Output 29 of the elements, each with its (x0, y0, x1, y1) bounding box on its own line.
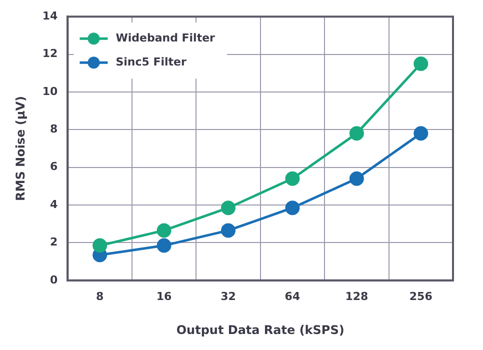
point (349, 171, 364, 186)
point (220, 200, 236, 216)
point (220, 223, 236, 238)
y-tick-label: 14 (42, 9, 58, 22)
point (156, 238, 172, 253)
point (285, 171, 300, 186)
point (349, 126, 364, 141)
x-axis-title: Output Data Rate (kSPS) (176, 322, 344, 337)
point (414, 126, 428, 141)
point (156, 223, 172, 238)
legend-label: Wideband Filter (116, 31, 216, 44)
y-tick-label: 12 (42, 47, 58, 60)
point (414, 56, 428, 71)
y-tick-label: 8 (50, 122, 58, 136)
point (285, 200, 300, 216)
legend-label: Sinc5 Filter (116, 55, 188, 68)
x-tick-label: 8 (96, 290, 104, 303)
x-tick-label: 32 (220, 290, 236, 303)
y-tick-label: 6 (50, 160, 58, 174)
y-tick-label: 2 (50, 236, 58, 249)
y-tick-label: 10 (42, 84, 58, 98)
y-axis-title: RMS Noise (µV) (13, 96, 28, 201)
x-tick-label: 256 (409, 290, 433, 303)
x-tick-label: 128 (345, 290, 368, 303)
x-tick-label: 64 (284, 290, 300, 303)
point (92, 238, 108, 253)
x-tick-label: 16 (156, 290, 172, 303)
y-tick-label: 0 (50, 273, 58, 286)
y-tick-label: 4 (50, 198, 58, 211)
